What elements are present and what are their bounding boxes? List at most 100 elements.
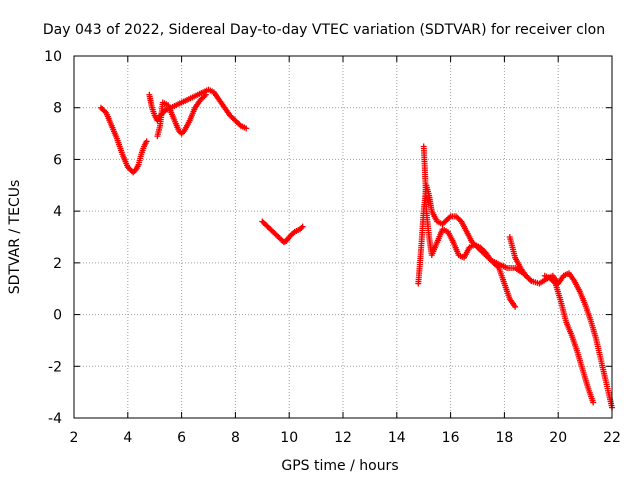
- sdtvar-evening-b: [420, 143, 615, 411]
- data-point-run: [138, 145, 147, 156]
- chart-title: Day 043 of 2022, Sidereal Day-to-day VTE…: [43, 22, 605, 38]
- data-point-run: [171, 116, 182, 133]
- data-point-run: [598, 360, 610, 386]
- data-point-run: [193, 98, 203, 110]
- y-tick-label: 0: [53, 308, 62, 324]
- x-tick-label: 10: [280, 430, 298, 446]
- data-point-run: [141, 140, 149, 148]
- data-point-run: [276, 235, 286, 244]
- y-tick-label: 8: [53, 101, 62, 117]
- data-point-run: [149, 106, 158, 117]
- data-point-run: [537, 276, 549, 286]
- sdtvar-morning-c: [154, 91, 209, 140]
- data-point-run: [120, 153, 131, 169]
- data-point-run: [298, 224, 305, 231]
- x-tick-label: 16: [442, 430, 460, 446]
- data-point-run: [464, 230, 475, 244]
- data-point-run: [507, 297, 518, 309]
- data-point: [528, 277, 535, 284]
- data-point-run: [558, 300, 569, 324]
- data-point-run: [449, 213, 458, 220]
- data-point-run: [451, 241, 461, 257]
- data-point-run: [131, 168, 138, 175]
- y-tick-label: 2: [53, 256, 62, 272]
- data-point-run: [454, 214, 464, 224]
- data-point-run: [157, 101, 166, 127]
- data-point-run: [429, 209, 440, 223]
- x-tick-label: 22: [603, 430, 621, 446]
- data-point-run: [506, 265, 517, 272]
- data-point-run: [582, 303, 593, 321]
- y-tick-label: 4: [53, 204, 62, 220]
- data-point-run: [434, 228, 445, 244]
- sdtvar-evening-d: [541, 272, 597, 406]
- data-point-run: [418, 210, 427, 251]
- data-point-run: [441, 227, 450, 234]
- x-tick-label: 4: [123, 430, 132, 446]
- data-point-run: [109, 124, 120, 140]
- data-point-run: [233, 118, 243, 128]
- data-point: [299, 223, 306, 230]
- data-point-run: [211, 90, 222, 102]
- data-point-run: [445, 230, 456, 244]
- data-point-run: [435, 219, 444, 227]
- data-point-run: [169, 102, 178, 110]
- data-point-run: [133, 163, 141, 172]
- data-point-run: [593, 336, 604, 362]
- axis-ticks: 2 4 6 8 10 12 14 16 18 20 22 -4 -2 0 2 4 6 8 10: [44, 49, 621, 446]
- data-point-run: [577, 290, 588, 306]
- data-point-run: [165, 103, 176, 120]
- data-point-run: [489, 258, 498, 265]
- data-point-run: [228, 113, 238, 123]
- x-tick-label: 12: [334, 430, 352, 446]
- x-axis-label: GPS time / hours: [281, 458, 398, 474]
- data-point-run: [187, 106, 198, 122]
- data-point: [202, 91, 209, 98]
- data-point-run: [99, 106, 108, 115]
- data-point-run: [260, 219, 270, 229]
- data-point-run: [429, 241, 440, 257]
- data-point-run: [175, 100, 183, 108]
- data-point-run: [567, 271, 577, 283]
- data-point-run: [179, 129, 186, 136]
- data-point-run: [585, 385, 596, 404]
- y-tick-label: -4: [48, 411, 62, 427]
- data-point-run: [423, 210, 432, 238]
- sdtvar-midday: [259, 218, 306, 246]
- data-point-run: [104, 111, 114, 127]
- data-point-run: [556, 274, 566, 285]
- data-point-run: [588, 318, 599, 339]
- data-point: [243, 125, 250, 132]
- data-point-run: [217, 98, 227, 110]
- y-tick-label: -2: [48, 359, 62, 375]
- data-point-run: [580, 367, 591, 388]
- x-tick-label: 8: [231, 430, 240, 446]
- y-tick-label: 10: [44, 49, 62, 65]
- y-tick-label: 6: [53, 152, 62, 168]
- x-tick-label: 2: [70, 430, 79, 446]
- data-point-run: [420, 145, 428, 174]
- data-points: [97, 86, 615, 411]
- data-point-run: [548, 276, 558, 286]
- data-point-run: [126, 165, 135, 175]
- sdtvar-morning-a: [97, 104, 150, 176]
- data-point-run: [154, 124, 163, 138]
- data-point-run: [461, 246, 472, 259]
- data-point-run: [569, 334, 580, 352]
- data-point-run: [518, 266, 528, 278]
- data-point-run: [182, 119, 192, 133]
- data-point-run: [495, 260, 503, 268]
- data-point-run: [146, 93, 155, 109]
- data-point-run: [507, 236, 515, 249]
- data-point-run: [207, 87, 216, 95]
- data-point-run: [152, 114, 160, 122]
- data-point-run: [198, 93, 208, 102]
- x-tick-label: 6: [177, 430, 186, 446]
- data-point-run: [201, 87, 210, 95]
- data-point: [143, 138, 150, 145]
- data-point-run: [271, 230, 281, 239]
- data-point-run: [513, 256, 523, 270]
- data-point-run: [553, 282, 564, 303]
- data-point-run: [564, 321, 574, 337]
- data-point: [590, 399, 597, 406]
